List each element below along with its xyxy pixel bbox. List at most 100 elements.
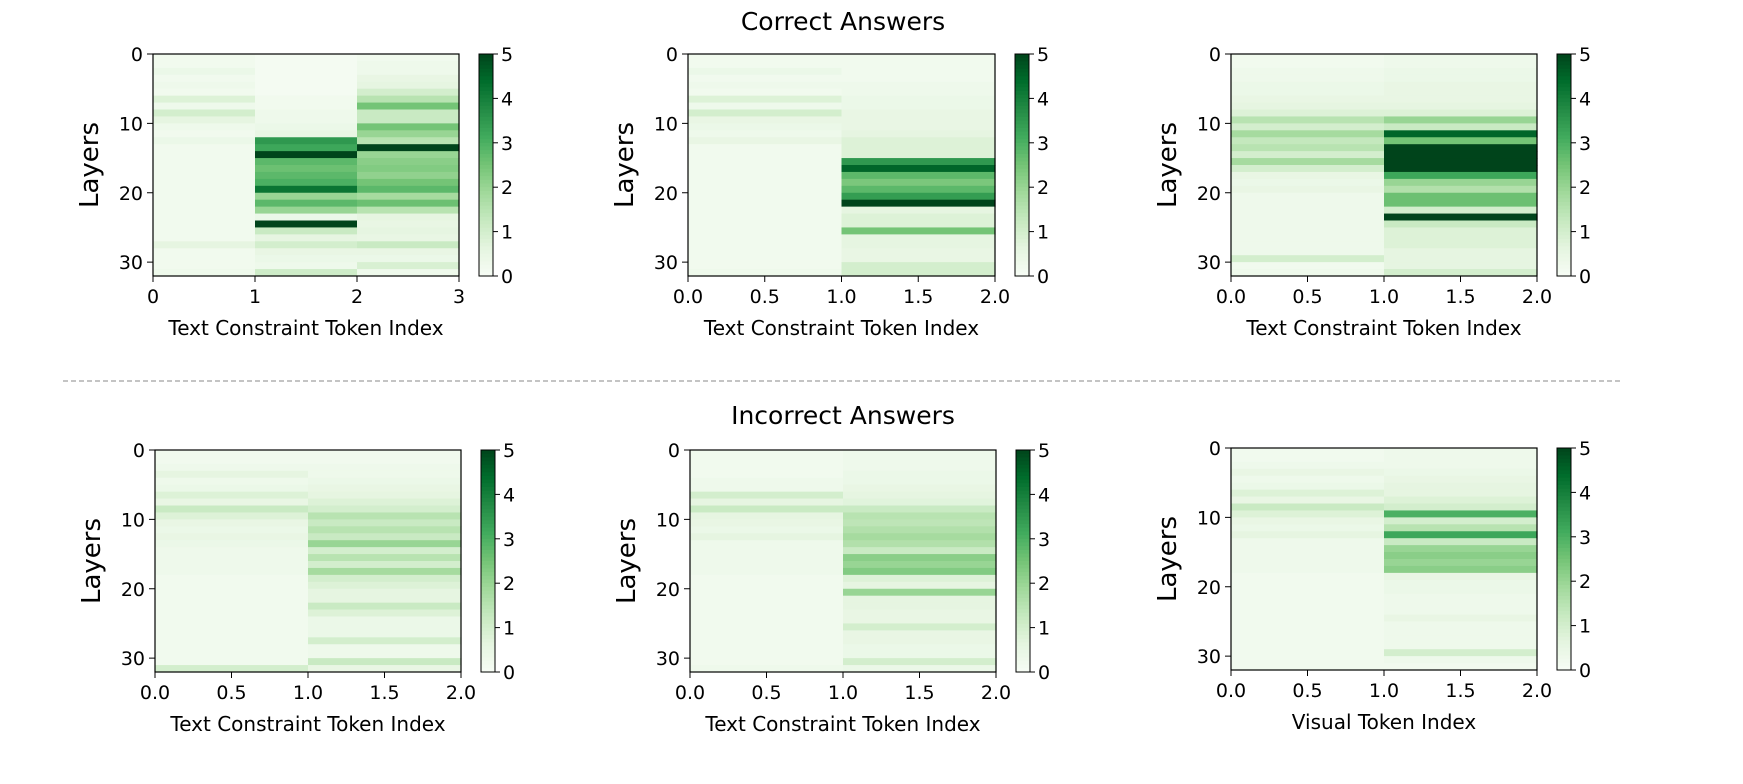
colorbar-segment (1557, 135, 1571, 140)
heatmap-cell (1384, 524, 1538, 532)
colorbar-segment (1557, 68, 1571, 74)
colorbar-segment (1016, 583, 1030, 588)
colorbar-segment (1557, 102, 1571, 107)
colorbar-segment (481, 668, 495, 673)
heatmap-cell (308, 547, 462, 555)
x-tick-label: 1.0 (1369, 680, 1399, 702)
heatmap-cell (308, 651, 462, 659)
heatmap-cell (841, 165, 996, 173)
heatmap-cell (1384, 600, 1538, 609)
colorbar-segment (1015, 102, 1029, 107)
heatmap-cell (688, 199, 843, 208)
heatmap-cell (1384, 67, 1538, 76)
colorbar-tick-label: 5 (1037, 44, 1049, 66)
colorbar-segment (1557, 216, 1571, 222)
x-axis-label: Text Constraint Token Index (169, 712, 445, 736)
heatmap-cell (155, 665, 309, 673)
heatmap-cell (255, 241, 358, 249)
y-tick-label: 30 (656, 648, 680, 670)
colorbar-frame (1015, 449, 1031, 673)
heatmap-cell (357, 241, 460, 249)
heatmap-cell (1231, 199, 1385, 208)
heatmap-cell (1231, 663, 1385, 671)
colorbar-segment (1557, 61, 1571, 66)
heatmap-cell (688, 81, 843, 90)
colorbar-segment (479, 194, 493, 199)
colorbar-segment (1557, 213, 1571, 218)
colorbar-segment (1557, 168, 1571, 173)
heatmap-cell (255, 269, 358, 277)
x-tick-label: 1.5 (1445, 680, 1475, 702)
colorbar-segment (1557, 105, 1571, 111)
colorbar-tick-label: 1 (1038, 618, 1050, 640)
heatmap-cell (153, 116, 256, 124)
colorbar-segment (1016, 450, 1030, 455)
y-tick-label: 10 (1197, 113, 1221, 135)
heatmap-cell (843, 519, 997, 527)
heatmap-cell (1384, 74, 1538, 83)
colorbar-segment (1016, 538, 1030, 544)
colorbar-segment (1557, 109, 1571, 114)
colorbar-segment (1015, 176, 1029, 181)
colorbar-segment (1016, 564, 1030, 569)
colorbar-segment (1557, 98, 1571, 103)
colorbar-segment (481, 509, 495, 514)
x-tick-label: 0 (147, 286, 159, 308)
colorbar-segment (479, 68, 493, 74)
heatmap-cell (1384, 158, 1538, 166)
colorbar-tick-label: 1 (1579, 616, 1591, 638)
heatmap-cell (1231, 192, 1385, 201)
colorbar-segment (1557, 198, 1571, 203)
colorbar-segment (479, 91, 493, 96)
heatmap-cell (1384, 255, 1538, 263)
y-tick-label: 20 (121, 579, 145, 601)
x-tick-label: 1.0 (293, 682, 323, 704)
heatmap-cell (1384, 241, 1538, 249)
heatmap-cell (688, 165, 843, 173)
heatmap-cell (1384, 213, 1538, 222)
colorbar-segment (1557, 246, 1571, 251)
heatmap-cell (153, 206, 256, 215)
heatmap-cell (1384, 206, 1538, 215)
colorbar-segment (1016, 453, 1030, 458)
colorbar-segment (1557, 116, 1571, 122)
heatmap-cell (153, 74, 256, 83)
colorbar-segment (479, 220, 493, 225)
colorbar-segment (1557, 496, 1571, 501)
heatmap-cell (155, 651, 309, 659)
colorbar-segment (1557, 559, 1571, 564)
colorbar-segment (1015, 91, 1029, 96)
heatmap-cell (690, 623, 844, 631)
heatmap-cell (843, 526, 997, 534)
colorbar-segment (1016, 494, 1030, 499)
colorbar-segment (1016, 649, 1030, 655)
colorbar-segment (1557, 227, 1571, 233)
heatmap-cell (690, 519, 844, 527)
colorbar-segment (1557, 636, 1571, 641)
colorbar-segment (1557, 536, 1571, 542)
colorbar-segment (1557, 146, 1571, 151)
colorbar-segment (481, 472, 495, 477)
x-tick-label: 1 (249, 286, 261, 308)
colorbar-segment (1015, 264, 1029, 270)
heatmap-cell (843, 581, 997, 590)
heatmap-cell (1231, 461, 1385, 470)
heatmap-cell (1231, 482, 1385, 491)
colorbar-segment (1016, 605, 1030, 610)
colorbar-segment (481, 450, 495, 455)
heatmap-cell (841, 54, 996, 62)
colorbar-segment (1015, 105, 1029, 111)
heatmap-cell (688, 137, 843, 145)
heatmap-cell (308, 519, 462, 527)
colorbar-segment (1015, 139, 1029, 144)
heatmap-cell (255, 185, 358, 194)
colorbar-tick-label: 2 (1037, 177, 1049, 199)
colorbar-segment (1557, 662, 1571, 667)
colorbar-segment (1016, 568, 1030, 573)
heatmap-cell (843, 665, 997, 673)
heatmap-cell (255, 151, 358, 159)
heatmap-cell (690, 505, 844, 514)
colorbar-segment (1557, 555, 1571, 560)
